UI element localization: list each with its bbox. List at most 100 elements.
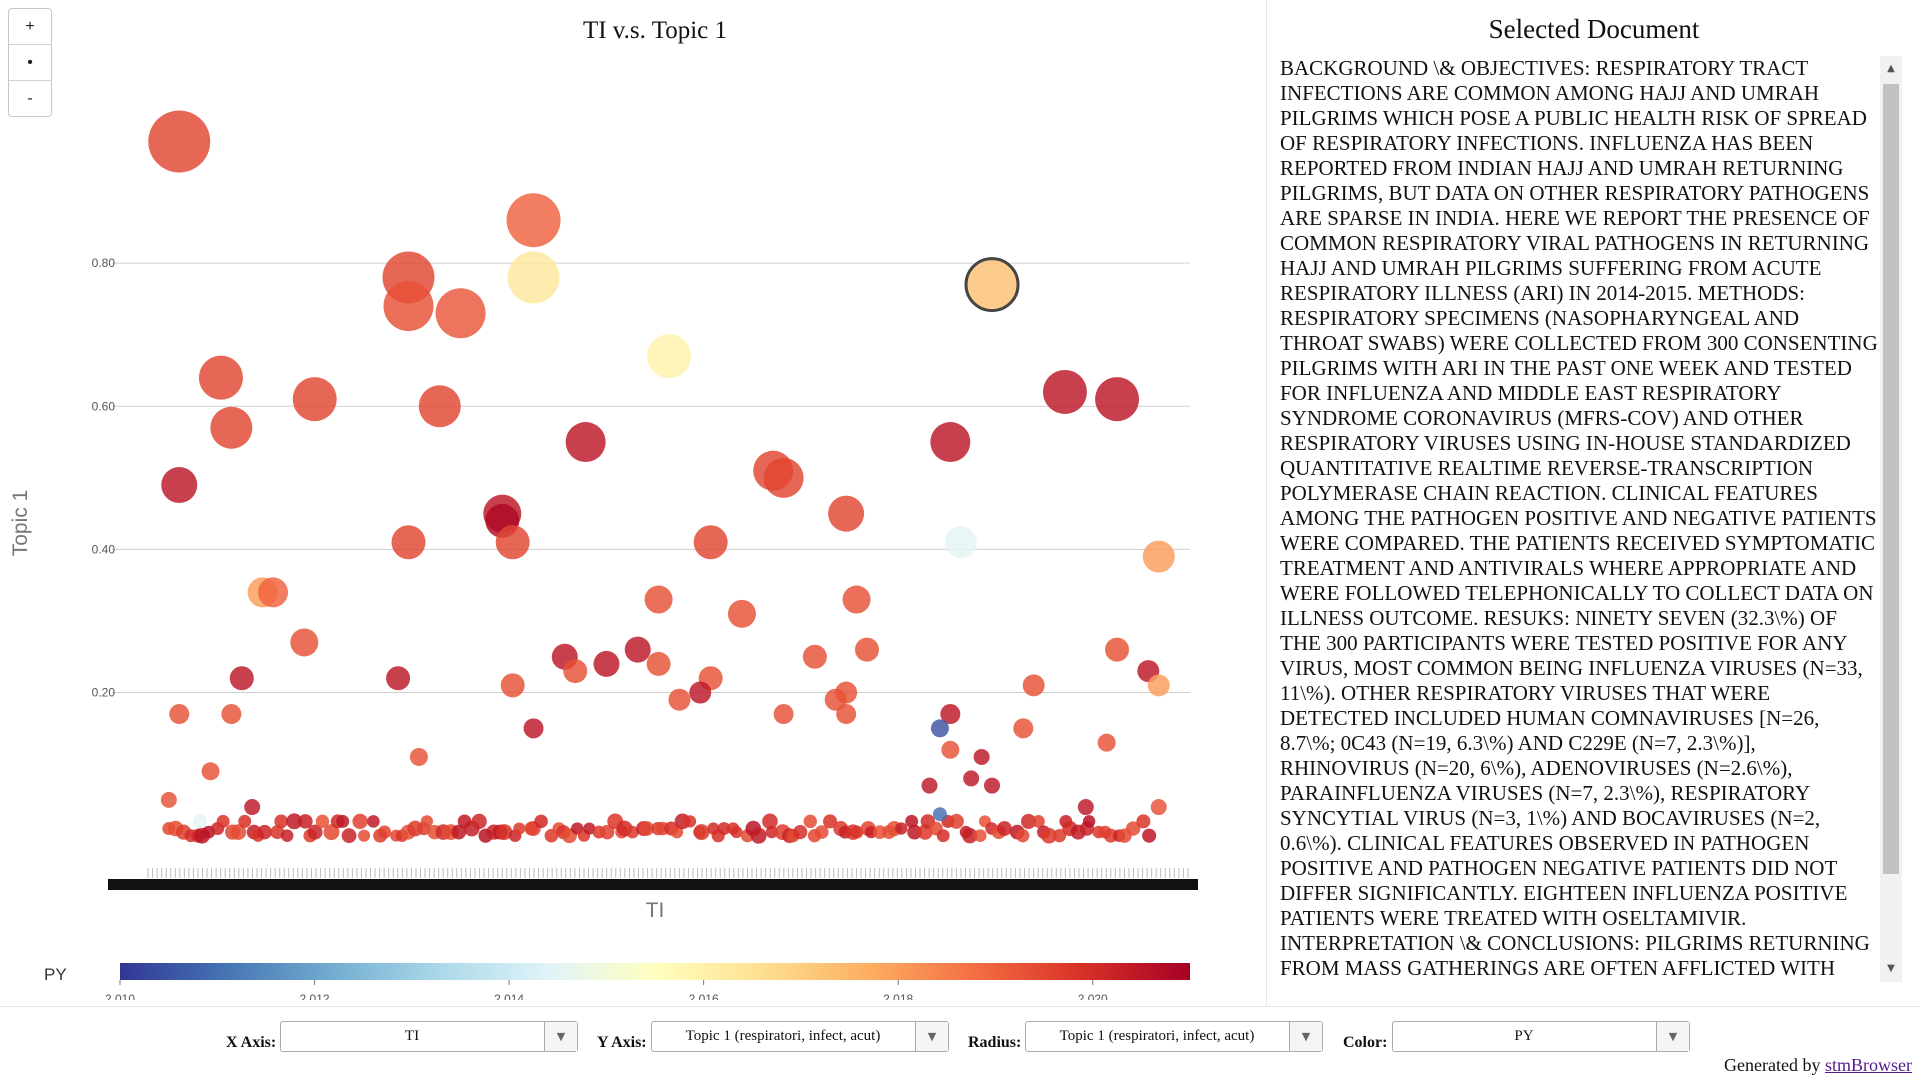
data-point: [496, 824, 513, 841]
data-point: [290, 628, 319, 657]
data-point: [377, 825, 392, 839]
chart-title: TI v.s. Topic 1: [583, 17, 727, 44]
data-point: [905, 814, 919, 828]
data-point: [386, 666, 411, 691]
data-point: [689, 681, 712, 704]
y-tick-label: 0.60: [92, 399, 116, 413]
data-point: [1077, 799, 1094, 816]
data-point: [644, 585, 673, 614]
document-text-box[interactable]: BACKGROUND \& OBJECTIVES: RESPIRATORY TR…: [1280, 56, 1878, 982]
data-point: [997, 821, 1012, 836]
document-scrollbar[interactable]: ▲ ▼: [1880, 56, 1902, 982]
data-point: [418, 385, 461, 428]
data-point: [298, 814, 313, 829]
data-point: [793, 825, 808, 840]
data-point: [435, 288, 486, 339]
y-axis-select[interactable]: Topic 1 (respiratori, infect, acut) ▼: [651, 1021, 949, 1052]
data-point: [1097, 733, 1116, 752]
zoom-reset-button[interactable]: •: [9, 44, 51, 80]
data-point: [534, 814, 548, 829]
controls-divider: [0, 1006, 1920, 1007]
data-point: [646, 651, 671, 676]
generated-by-text: Generated by: [1724, 1055, 1825, 1075]
data-point: [921, 777, 938, 794]
data-point: [1095, 377, 1140, 422]
stmbrowser-link[interactable]: stmBrowser: [1825, 1055, 1912, 1075]
chevron-down-icon[interactable]: ▼: [544, 1022, 577, 1051]
data-point: [229, 666, 254, 691]
data-point: [257, 824, 272, 840]
data-point: [963, 770, 980, 787]
data-point: [593, 650, 620, 677]
data-point: [193, 814, 208, 829]
data-point: [717, 822, 731, 835]
data-point: [962, 827, 978, 844]
data-points: [148, 110, 1175, 844]
chevron-down-icon[interactable]: ▼: [915, 1022, 948, 1051]
color-select-value: PY: [1514, 1028, 1534, 1044]
data-point: [500, 673, 525, 698]
data-point: [683, 815, 697, 828]
data-point: [1032, 815, 1045, 828]
data-point: [1147, 674, 1170, 697]
data-point: [341, 828, 357, 844]
zoom-out-button[interactable]: -: [9, 80, 51, 116]
data-point: [1016, 829, 1030, 843]
data-point: [270, 825, 285, 840]
document-panel-title: Selected Document: [1488, 14, 1700, 44]
data-point: [823, 814, 838, 829]
x-axis-control-label: X Axis:: [226, 1034, 277, 1051]
data-point: [828, 495, 865, 532]
data-point: [930, 422, 971, 463]
data-point: [966, 258, 1019, 311]
data-point: [647, 334, 691, 379]
data-point: [940, 704, 961, 725]
chevron-down-icon[interactable]: ▼: [1289, 1022, 1322, 1051]
data-point: [626, 825, 639, 839]
data-point: [842, 585, 871, 614]
scroll-up-arrow-icon[interactable]: ▲: [1887, 63, 1895, 74]
data-point: [762, 813, 778, 830]
data-point: [258, 577, 289, 608]
data-point: [583, 822, 596, 835]
color-select[interactable]: PY ▼: [1392, 1021, 1690, 1052]
scrollbar-thumb[interactable]: [1883, 84, 1899, 874]
data-point: [802, 644, 827, 669]
chevron-down-icon[interactable]: ▼: [1656, 1022, 1689, 1051]
data-point: [148, 110, 211, 173]
data-point: [668, 688, 691, 711]
data-point: [565, 422, 606, 463]
x-tick-labels: [108, 868, 1198, 890]
x-axis-select[interactable]: TI ▼: [280, 1021, 578, 1052]
color-tick-label: 2,010: [105, 992, 135, 1000]
data-point: [730, 826, 743, 839]
data-point: [693, 824, 710, 841]
y-axis-select-value: Topic 1 (respiratori, infect, acut): [685, 1028, 881, 1044]
data-point: [1052, 829, 1067, 843]
data-point: [803, 814, 817, 829]
data-point: [523, 718, 544, 739]
y-tick-labels: 0.20 0.40 0.60 0.80: [92, 256, 116, 699]
radius-select-value: Topic 1 (respiratori, infect, acut): [1059, 1028, 1255, 1044]
data-point: [1142, 828, 1157, 843]
data-point: [367, 815, 380, 828]
document-text: BACKGROUND \& OBJECTIVES: RESPIRATORY TR…: [1280, 56, 1878, 980]
data-point: [352, 813, 368, 830]
data-point: [471, 813, 487, 830]
data-point: [765, 825, 778, 839]
data-point: [973, 829, 987, 843]
scroll-down-arrow-icon[interactable]: ▼: [1887, 963, 1895, 974]
color-tick-label: 2,014: [494, 992, 524, 1000]
data-point: [198, 355, 243, 400]
data-point: [639, 821, 655, 836]
radius-select[interactable]: Topic 1 (respiratori, infect, acut) ▼: [1025, 1021, 1323, 1052]
data-point: [280, 829, 294, 842]
data-point: [814, 825, 829, 839]
data-point: [1082, 815, 1096, 828]
zoom-in-button[interactable]: +: [25, 18, 35, 35]
data-point: [161, 467, 198, 503]
color-control-label: Color:: [1343, 1034, 1388, 1051]
data-point: [907, 824, 922, 840]
data-point: [941, 740, 960, 759]
data-point: [1021, 813, 1037, 829]
